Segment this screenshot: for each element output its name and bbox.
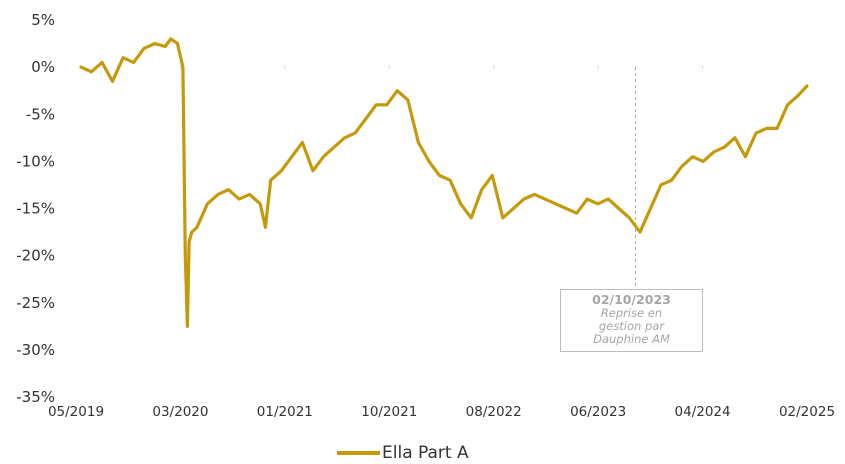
y-tick-label: -15%: [16, 200, 55, 218]
x-tick-label: 10/2021: [361, 404, 417, 420]
y-tick-label: -35%: [16, 388, 55, 406]
legend: Ella Part A: [337, 442, 469, 464]
x-tick-label: 06/2023: [570, 404, 626, 420]
x-tick-label: 01/2021: [257, 404, 313, 420]
y-tick-label: 0%: [31, 58, 55, 76]
x-tick-label: 05/2019: [48, 404, 104, 420]
annotation-box: 02/10/2023 Reprise en gestion par Dauphi…: [560, 289, 703, 352]
legend-swatch: [337, 451, 380, 455]
annotation-text: Reprise en gestion par Dauphine AM: [593, 306, 670, 346]
y-tick-label: -10%: [16, 152, 55, 170]
y-tick-label: -20%: [16, 247, 55, 265]
series-line-ella-part-a: [79, 37, 809, 328]
annotation-date: 02/10/2023: [592, 292, 671, 307]
x-tick-label: 08/2022: [466, 404, 522, 420]
y-axis: 5% 0% -5% -10% -15% -20% -25% -30% -35%: [16, 11, 55, 406]
legend-label: Ella Part A: [382, 443, 469, 463]
x-axis: 05/2019 03/2020 01/2021 10/2021 08/2022 06/20…: [48, 65, 835, 420]
series-layer: [79, 37, 809, 328]
x-tick-label: 04/2024: [675, 404, 731, 420]
x-tick-label: 02/2025: [779, 404, 835, 420]
y-tick-label: -25%: [16, 294, 55, 312]
x-tick-label: 03/2020: [152, 404, 208, 420]
y-tick-label: -30%: [16, 341, 55, 359]
y-tick-label: 5%: [31, 11, 55, 29]
y-tick-label: -5%: [26, 105, 55, 123]
